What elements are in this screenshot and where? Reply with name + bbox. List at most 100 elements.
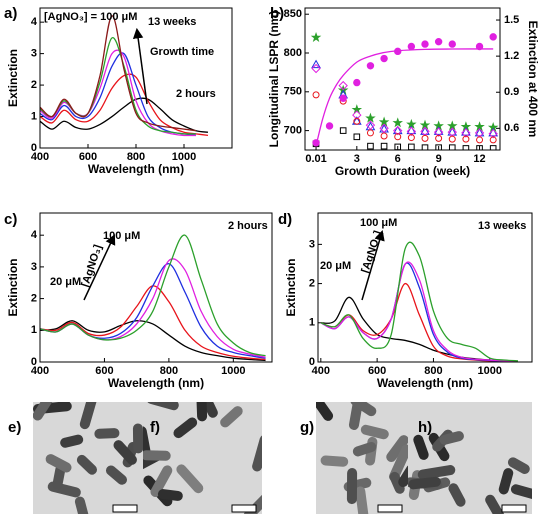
marker: [489, 136, 497, 144]
rod: [173, 417, 198, 439]
rod: [52, 464, 66, 490]
spectrum-line: [320, 261, 518, 362]
marker: [408, 143, 415, 150]
y-tick-label: 850: [284, 8, 302, 20]
y-tick-label: 2: [31, 79, 37, 91]
y2-axis-title: Extinction at 400 nm: [526, 21, 540, 138]
x-tick-label: 1000: [478, 365, 502, 377]
marker: [489, 33, 497, 41]
marker: [352, 110, 362, 120]
spectrum-line: [40, 15, 197, 132]
rod: [76, 454, 98, 475]
rod: [510, 484, 532, 500]
scale-bar: [377, 504, 403, 513]
marker: [367, 142, 374, 150]
marker: [407, 42, 416, 51]
rod: [348, 402, 365, 430]
marker: [488, 127, 499, 137]
marker: [448, 135, 456, 143]
rod: [320, 455, 349, 467]
arrow: [83, 234, 116, 301]
rod: [408, 476, 441, 490]
annotation: 2 hours: [228, 220, 268, 232]
panel-label: f): [150, 419, 160, 436]
annotation: Growth time: [150, 46, 214, 58]
annotation: 20 μM: [50, 276, 81, 288]
rod: [196, 402, 208, 422]
rod: [176, 464, 204, 494]
rod: [485, 494, 507, 514]
marker: [435, 144, 442, 150]
marker: [448, 144, 456, 150]
marker: [366, 62, 375, 70]
rod: [355, 486, 369, 514]
rod: [200, 402, 218, 418]
arrow: [361, 229, 385, 301]
rods: [143, 402, 262, 514]
rod: [507, 457, 530, 474]
rod: [316, 402, 334, 421]
rod: [157, 489, 183, 501]
spectrum-line: [40, 49, 197, 137]
annotation: 20 μM: [320, 260, 351, 272]
x-tick-label: 800: [424, 365, 442, 377]
marker: [312, 91, 320, 99]
x-tick-label: 600: [368, 365, 386, 377]
annotation: 100 μM: [360, 217, 397, 229]
y-tick-label: 800: [284, 47, 302, 59]
x-tick-label: 12: [473, 153, 485, 165]
x-tick-label: 400: [31, 365, 49, 377]
rod: [398, 464, 408, 488]
y2-tick-label: 0.9: [504, 86, 519, 98]
y-tick-label: 2: [31, 293, 37, 305]
marker: [311, 59, 321, 69]
marker: [353, 133, 361, 141]
spectrum-line: [40, 320, 266, 362]
rod: [74, 496, 89, 514]
spectrum-line: [40, 258, 266, 358]
rod: [389, 471, 405, 494]
rod: [252, 434, 262, 472]
marker: [421, 144, 429, 150]
marker: [353, 117, 361, 125]
marker: [421, 40, 429, 48]
spectrum-line: [40, 37, 197, 135]
plot-area: [310, 31, 499, 150]
rod: [132, 423, 143, 454]
marker: [489, 145, 497, 150]
marker: [365, 120, 376, 130]
marker: [407, 134, 415, 142]
axes-frame: [317, 212, 533, 363]
x-tick-label: 600: [79, 151, 97, 163]
marker: [353, 78, 361, 87]
y-axis-title: Extinction: [6, 258, 20, 316]
panel-label: b): [270, 5, 284, 22]
x-axis-title: Wavelength (nm): [88, 162, 184, 176]
rod: [45, 454, 72, 473]
panel: 400 600 800 1000 0 1 2 3 4 Wavelength (nm) Extinct…: [4, 5, 233, 176]
y-tick-label: 700: [284, 125, 302, 137]
arrow: [132, 27, 148, 105]
spectrum-line: [320, 282, 518, 362]
y-tick-label: 0: [31, 356, 37, 368]
x-tick-label: 600: [95, 365, 113, 377]
panel: 400 600 800 1000 0 1 2 3 4 Wavelength (nm) Extinct…: [4, 211, 273, 390]
rod: [413, 434, 429, 460]
spectrum-line: [40, 52, 197, 137]
y-tick-label: 1: [31, 110, 37, 122]
marker: [393, 125, 403, 136]
rod: [94, 428, 120, 439]
marker: [379, 123, 389, 133]
axes-frame: [39, 7, 233, 149]
panel: 0.01 3 6 9 12 700 750 800 850 0.6 0.9 1.2 1.5 Growth …: [267, 5, 540, 178]
marker: [433, 126, 444, 135]
x-axis-title: Wavelength (nm): [377, 376, 473, 390]
marker: [447, 127, 458, 136]
rod: [105, 465, 127, 485]
rod: [143, 450, 171, 461]
rod: [417, 465, 456, 480]
tem-image: f): [143, 402, 262, 514]
annotation: 13 weeks: [148, 16, 196, 28]
annotation: 13 weeks: [478, 220, 526, 232]
rod: [150, 465, 173, 497]
